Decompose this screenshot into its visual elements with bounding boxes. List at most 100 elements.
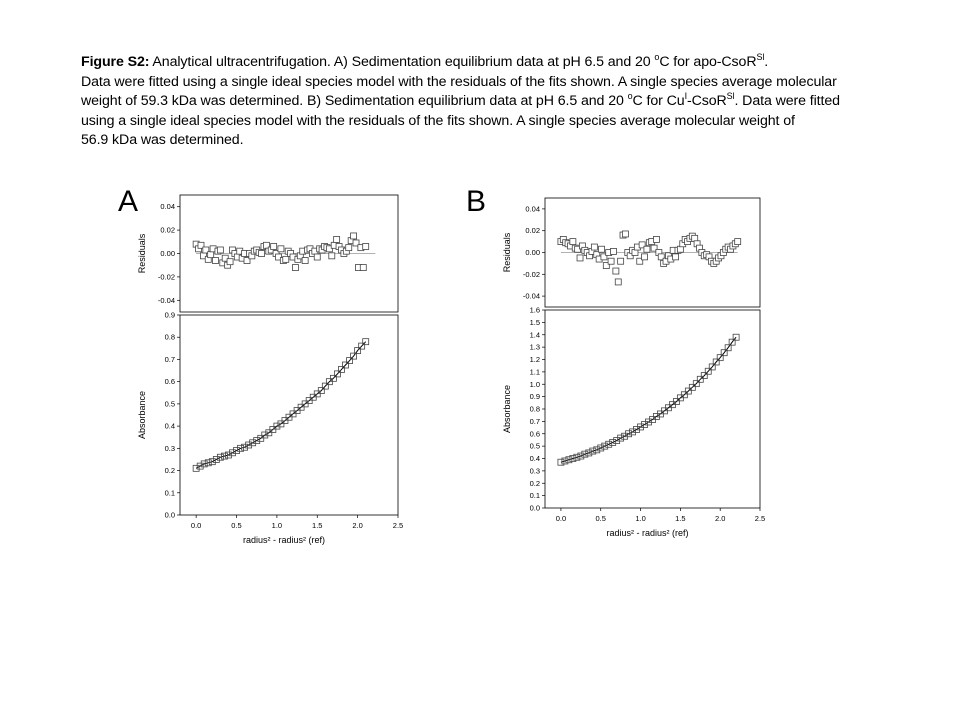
- residual-point: [617, 257, 625, 265]
- x-tick-label: 0.0: [556, 514, 566, 523]
- y-tick-label: -0.04: [158, 296, 175, 305]
- y-tick-label: 0.2: [165, 466, 175, 475]
- residual-point: [243, 257, 251, 264]
- y-tick-label: 0.3: [165, 444, 175, 453]
- data-point: [192, 464, 200, 472]
- y-tick-label: 0.4: [165, 422, 175, 431]
- data-point: [354, 347, 362, 354]
- data-point: [204, 459, 212, 467]
- data-point: [273, 422, 281, 430]
- y-tick-label: 1.4: [530, 330, 540, 339]
- data-point: [680, 391, 688, 399]
- y-tick-label: 0.6: [165, 377, 175, 386]
- residual-point: [612, 267, 620, 275]
- residual-point: [622, 230, 629, 238]
- data-point: [565, 456, 573, 464]
- degree-mark: o: [627, 91, 633, 102]
- caption-text-3b: C for Cu: [632, 93, 685, 110]
- residual-point: [607, 257, 615, 265]
- residual-point: [212, 257, 219, 264]
- y-tick-label: 0.8: [530, 405, 540, 414]
- y-tick-label: 0.5: [165, 399, 175, 408]
- caption-text-3a: weight of 59.3 kDa was determined. B) Se…: [81, 93, 628, 110]
- y-tick-label: -0.04: [523, 292, 540, 301]
- data-point: [728, 338, 736, 346]
- x-tick-label: 2.0: [352, 521, 362, 530]
- data-point: [585, 449, 593, 457]
- x-tick-label: 1.5: [675, 514, 685, 523]
- y-tick-label: 0.00: [525, 248, 540, 257]
- data-point: [601, 442, 609, 450]
- data-point: [557, 458, 565, 466]
- data-point: [334, 370, 341, 378]
- figure-panel-a: -0.04 -0.02 0.00 0.02 0.04 Residuals 0.0 0.1 0.2…: [137, 194, 403, 545]
- data-point: [350, 352, 357, 360]
- caption-line-4: using a single ideal species model with …: [81, 112, 795, 129]
- residual-point: [657, 253, 665, 261]
- superscript-sl: Sl: [756, 52, 765, 62]
- data-point: [229, 449, 236, 457]
- residual-point: [598, 245, 605, 253]
- y-tick-label: 0.6: [530, 429, 540, 438]
- y-tick-label: 0.02: [160, 226, 175, 235]
- x-tick-label: 1.0: [272, 521, 282, 530]
- data-point: [581, 450, 589, 458]
- data-point: [196, 462, 204, 470]
- y-tick-label: 0.7: [530, 417, 540, 426]
- x-tick-label: 1.0: [635, 514, 645, 523]
- residual-point: [292, 264, 299, 271]
- data-point: [317, 387, 325, 394]
- y-tick-label: 0.7: [165, 355, 175, 364]
- y-tick-label: 1.2: [530, 355, 540, 364]
- data-point: [704, 367, 712, 375]
- residual-point: [576, 254, 584, 262]
- x-tick-label: 2.0: [715, 514, 725, 523]
- data-point: [724, 344, 732, 352]
- caption-text-1a: Analytical ultracentrifugation. A) Sedim…: [149, 54, 655, 70]
- data-point: [208, 458, 216, 466]
- y-tick-label: 0.3: [530, 466, 540, 475]
- residual-point: [636, 257, 644, 265]
- residuals-axis-label: Residuals: [502, 232, 512, 272]
- residual-point: [359, 264, 367, 271]
- y-tick-label: 0.4: [530, 454, 540, 463]
- residual-point: [590, 243, 598, 251]
- data-point: [561, 457, 569, 465]
- data-point: [577, 452, 585, 460]
- residual-point: [216, 246, 224, 254]
- y-tick-label: 1.3: [530, 343, 540, 352]
- x-tick-label: 0.0: [191, 521, 201, 530]
- residual-point: [221, 254, 229, 262]
- caption-line-1: Figure S2: Analytical ultracentrifugatio…: [81, 53, 951, 73]
- y-tick-label: 0.0: [530, 504, 540, 513]
- residual-point: [641, 253, 648, 261]
- y-tick-label: 0.04: [525, 204, 540, 213]
- y-tick-label: 0.5: [530, 442, 540, 451]
- data-point: [221, 452, 228, 460]
- absorbance-plot-frame: [179, 314, 399, 516]
- x-tick-label: 0.5: [231, 521, 241, 530]
- residual-point: [270, 243, 278, 250]
- data-point: [692, 380, 700, 388]
- fit-curve: [560, 336, 737, 463]
- y-tick-label: 0.02: [525, 226, 540, 235]
- figure-label: Figure S2:: [81, 54, 150, 70]
- caption-line-3: weight of 59.3 kDa was determined. B) Se…: [81, 92, 951, 112]
- data-point: [629, 428, 636, 436]
- caption-line-5: 56.9 kDa was determined.: [81, 132, 244, 149]
- data-point: [237, 444, 244, 452]
- superscript-i: I: [684, 91, 688, 102]
- y-tick-label: 0.2: [530, 479, 540, 488]
- data-point: [261, 431, 269, 439]
- panel-letter-b: B: [466, 185, 487, 218]
- residual-point: [650, 244, 658, 252]
- residual-point: [202, 246, 210, 254]
- data-point: [621, 432, 629, 440]
- data-point: [641, 421, 648, 428]
- x-axis-label: radius² - radius² (ref): [243, 535, 325, 545]
- absorbance-axis-label: Absorbance: [502, 385, 512, 433]
- data-point: [708, 363, 716, 371]
- data-point: [672, 398, 680, 405]
- data-point: [330, 374, 337, 382]
- caption-text-1b: C for apo-CsoR: [659, 54, 757, 70]
